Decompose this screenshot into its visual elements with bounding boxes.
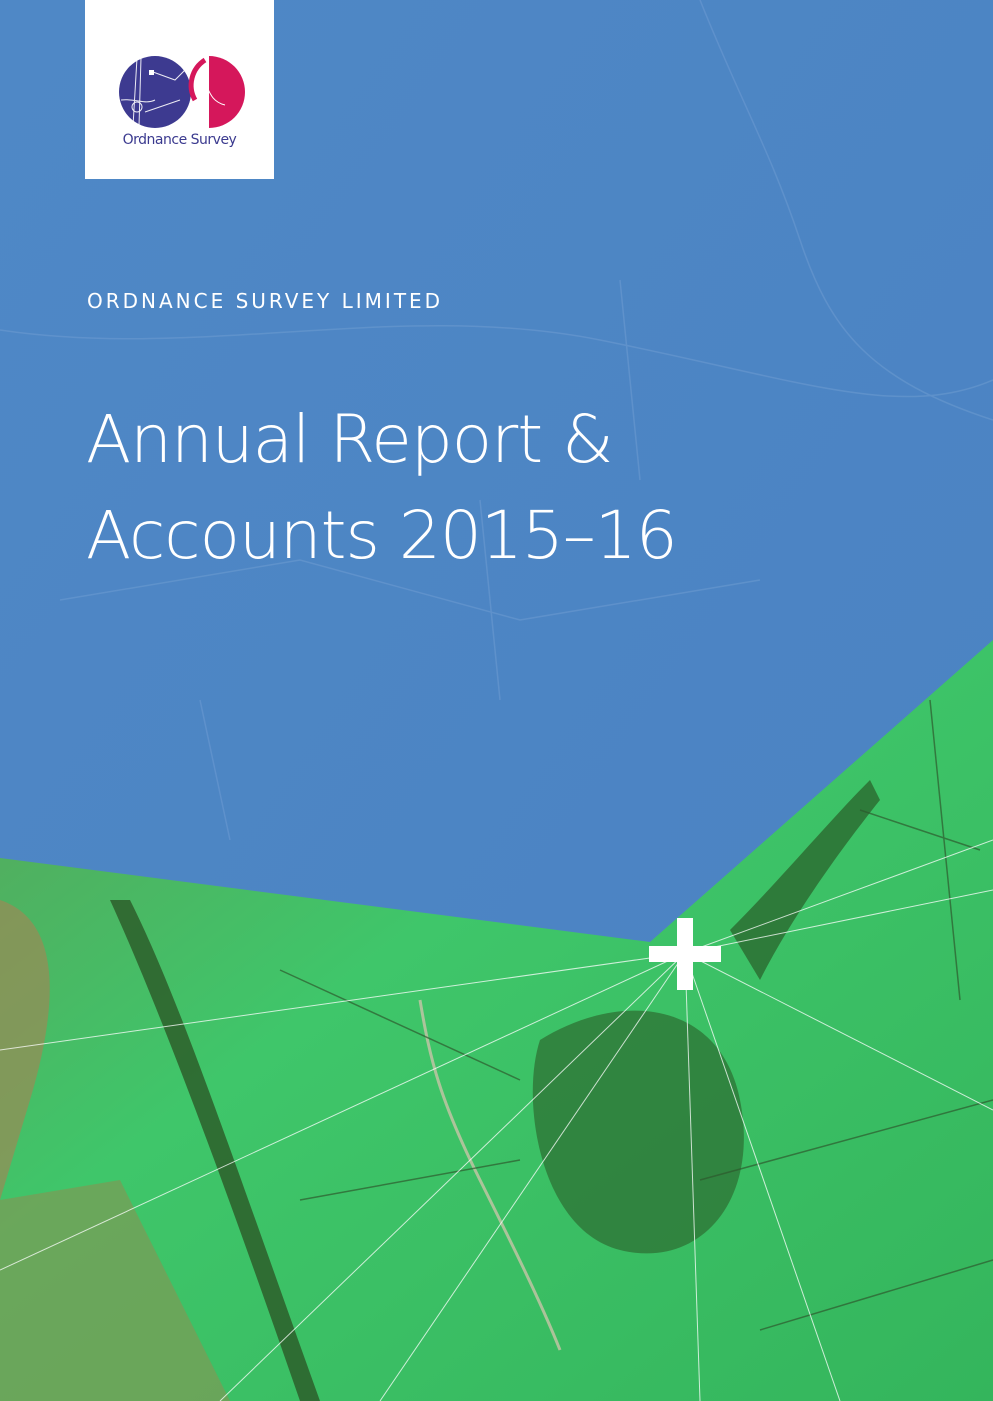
title-line-1: Annual Report & [86, 401, 614, 478]
radiating-lines [0, 839, 993, 1401]
report-title: Annual Report & Accounts 2015–16 [86, 392, 678, 584]
company-name: ORDNANCE SURVEY LIMITED [87, 289, 444, 313]
ordnance-survey-logo: Ordnance Survey [85, 0, 274, 179]
aerial-field-area [0, 640, 993, 1401]
plus-icon [649, 918, 721, 990]
logo-wordmark: Ordnance Survey [122, 132, 237, 148]
title-line-2: Accounts 2015–16 [86, 497, 678, 574]
os-logo-mark [119, 56, 245, 128]
